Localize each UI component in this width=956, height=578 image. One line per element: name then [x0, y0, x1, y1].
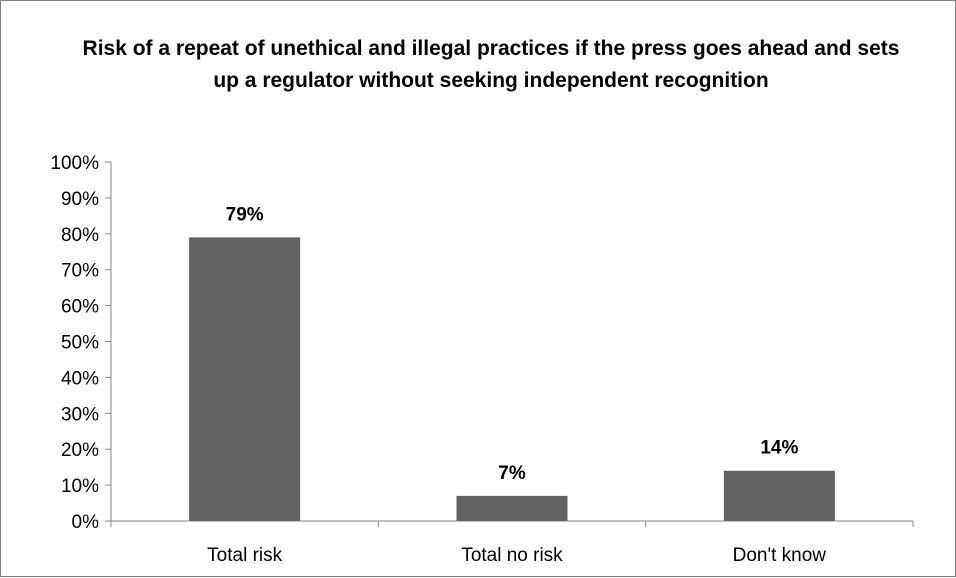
- bar: [456, 495, 568, 521]
- y-tick-label: 10%: [61, 476, 99, 497]
- y-tick-label: 80%: [61, 225, 99, 246]
- category-label: Don't know: [733, 545, 827, 566]
- y-tick-label: 40%: [61, 368, 99, 389]
- y-tick-label: 50%: [61, 333, 99, 354]
- data-label: 79%: [226, 204, 264, 225]
- category-label: Total risk: [207, 545, 282, 566]
- y-tick-label: 20%: [61, 440, 99, 461]
- chart-title: Risk of a repeat of unethical and illega…: [82, 37, 900, 92]
- bar: [189, 237, 301, 521]
- y-tick-label: 90%: [61, 189, 99, 210]
- y-tick-label: 0%: [72, 512, 100, 533]
- y-tick-label: 30%: [61, 404, 99, 425]
- y-tick-label: 60%: [61, 297, 99, 318]
- bar: [723, 470, 835, 521]
- data-label: 14%: [760, 438, 798, 459]
- data-label: 7%: [498, 463, 526, 484]
- y-tick-label: 70%: [61, 261, 99, 282]
- category-label: Total no risk: [461, 545, 563, 566]
- y-tick-label: 100%: [50, 153, 99, 174]
